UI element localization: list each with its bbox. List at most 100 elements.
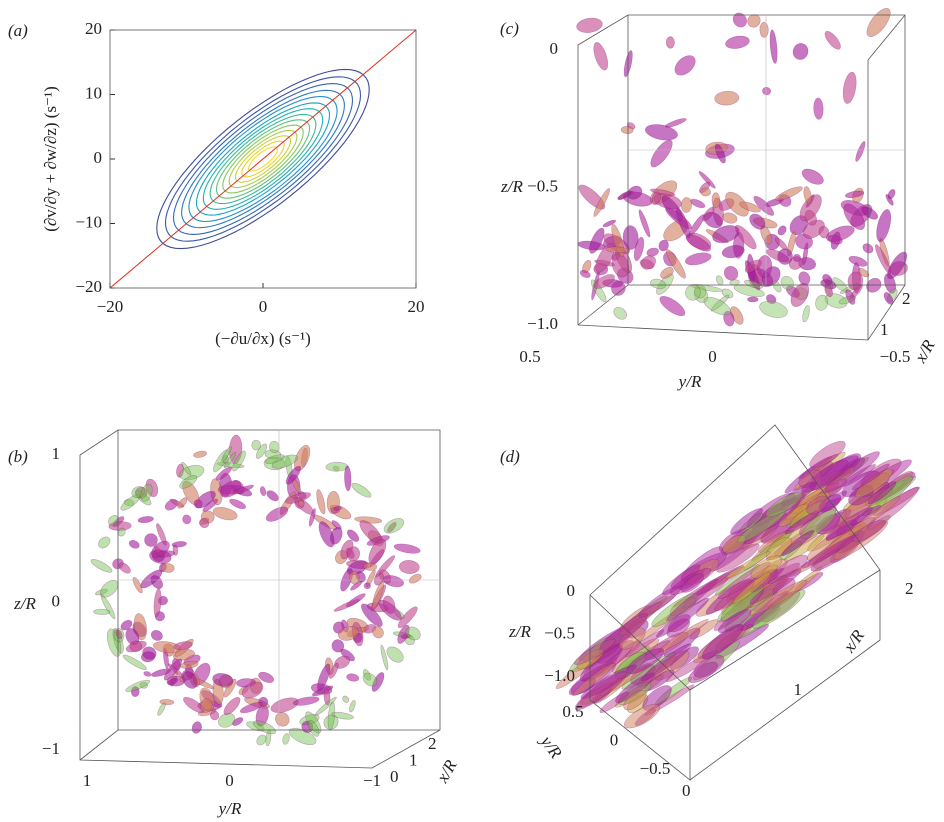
vortex-blob — [624, 703, 660, 729]
vortex-blob — [725, 35, 750, 49]
x-tick-label: 2 — [902, 289, 911, 308]
vortex-blob — [259, 486, 267, 497]
vortex-blob — [90, 559, 113, 573]
x-tick-label: 20 — [408, 297, 425, 316]
vortex-blob — [137, 516, 154, 524]
vortex-blob — [717, 609, 752, 634]
vortex-blob — [361, 603, 383, 627]
vortex-blob — [256, 734, 267, 746]
panel-label: (c) — [500, 19, 519, 38]
vortex-blob — [640, 255, 656, 270]
vortex-blob — [855, 141, 866, 162]
y-axis-label: y/R — [536, 731, 566, 763]
vortex-blob — [685, 234, 711, 252]
vortex-blob — [363, 582, 371, 590]
panel-label: (a) — [8, 21, 28, 40]
vortex-blob — [221, 446, 232, 462]
vortex-blob — [813, 97, 824, 120]
vortex-blob — [710, 294, 730, 312]
grid-3d — [118, 430, 440, 730]
x-tick-label: 2 — [428, 734, 437, 753]
vortex-blob — [774, 237, 788, 251]
vortex-blob — [398, 560, 420, 574]
vortex-blob — [780, 275, 794, 290]
vortex-blob — [179, 465, 205, 481]
vortex-blob — [749, 213, 766, 230]
vortex-blob — [876, 209, 892, 243]
vortex-blob — [802, 305, 810, 323]
vortex-blob — [118, 562, 131, 574]
vortex-blob — [117, 527, 126, 537]
x-tick-label: −20 — [97, 297, 124, 316]
y-tick-label: 0.5 — [562, 702, 583, 721]
vortex-blob — [331, 639, 345, 653]
vortex-blob — [363, 562, 378, 571]
z-tick-label: 0 — [550, 39, 559, 58]
vortex-blob — [383, 518, 405, 534]
y-tick-label: 10 — [85, 83, 102, 102]
reference-line — [109, 29, 417, 289]
x-tick-label: 1 — [880, 320, 889, 339]
vortex-blob — [602, 219, 617, 228]
vortex-blob — [239, 701, 264, 714]
vortex-blob — [200, 698, 213, 713]
vortex-blob — [131, 486, 146, 498]
vortex-blob — [346, 673, 360, 682]
z-tick-label: −0.5 — [544, 623, 575, 642]
vortex-blob — [264, 449, 282, 460]
y-tick-label: 0 — [708, 347, 717, 366]
vortex-blob — [843, 203, 866, 230]
x-tick-label: 1 — [409, 750, 418, 769]
vortex-blob — [593, 188, 611, 217]
vortex-blob — [171, 541, 187, 548]
vortex-blob — [649, 278, 666, 289]
panel-label: (b) — [8, 447, 28, 466]
vortex-blob — [887, 251, 908, 280]
vortex-blob — [887, 189, 896, 200]
vortex-blob — [232, 717, 244, 726]
vortex-blob — [228, 434, 243, 464]
vortex-blob — [363, 669, 371, 681]
vortex-blob — [858, 267, 870, 278]
vortex-blob — [684, 252, 712, 266]
vortex-blob — [108, 515, 119, 526]
vortex-blob — [656, 273, 674, 295]
vortex-blob — [845, 190, 865, 198]
vortex-blob — [298, 500, 305, 507]
vortex-blob — [265, 506, 289, 522]
z-tick-label: −1.0 — [527, 314, 558, 333]
vortex-blob — [730, 508, 763, 535]
vortex-blob — [397, 624, 410, 644]
vortex-blob — [95, 588, 108, 596]
y-tick-label: −0.5 — [640, 759, 671, 778]
vortex-blob — [167, 677, 179, 686]
vortex-blob — [258, 671, 275, 683]
vortex-blob — [131, 686, 140, 697]
vortex-blob — [593, 42, 609, 71]
vortex-blob — [264, 454, 285, 464]
vortex-blob — [574, 670, 627, 711]
z-tick-label: −0.5 — [527, 176, 558, 195]
vortex-blob — [120, 494, 141, 511]
axis-boxes — [79, 14, 906, 781]
y-tick-label: 0 — [225, 771, 234, 790]
vortex-blob — [150, 630, 163, 641]
z-axis-label: z/R — [500, 177, 523, 196]
vortex-blob — [680, 197, 692, 213]
vortex-blob — [346, 546, 361, 562]
vortex-blob — [885, 194, 894, 206]
vortex-blob — [329, 662, 339, 679]
vortex-blob — [176, 463, 185, 478]
vortex-blob — [316, 489, 326, 515]
vortex-blob — [380, 644, 389, 671]
vortex-blob — [346, 593, 366, 607]
vortex-blob — [251, 439, 262, 451]
vortex-blob — [667, 614, 691, 633]
plot-frame — [109, 29, 417, 289]
vortex-blob — [851, 463, 890, 491]
vortex-blob — [191, 721, 202, 734]
vortex-blob — [408, 573, 422, 584]
vortex-blob — [845, 289, 856, 305]
vortex-blob — [202, 498, 218, 512]
vortex-blob — [177, 497, 188, 509]
